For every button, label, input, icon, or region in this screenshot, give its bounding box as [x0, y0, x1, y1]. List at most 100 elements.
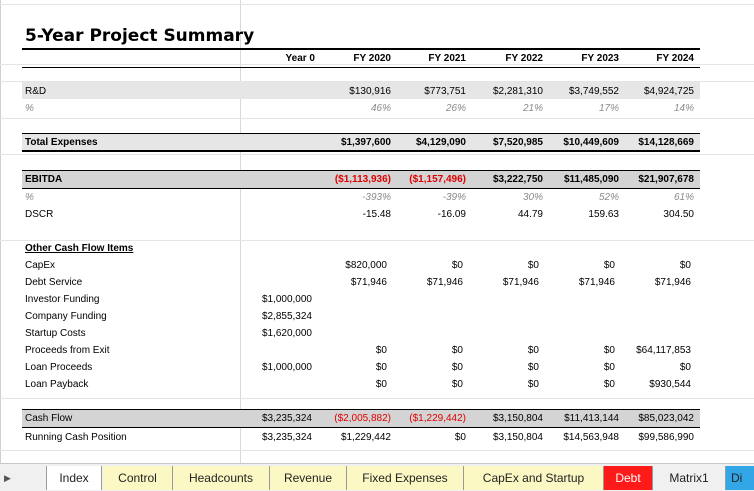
running-cash-value[interactable]: $0: [454, 432, 466, 443]
other-row-value[interactable]: $0: [451, 345, 463, 356]
total-expenses-label[interactable]: Total Expenses: [25, 137, 98, 148]
cashflow-value[interactable]: $11,413,144: [564, 413, 619, 424]
tab-matrix1[interactable]: Matrix1: [653, 466, 726, 490]
ebitda-value[interactable]: $11,485,090: [563, 174, 619, 185]
other-row-label[interactable]: Proceeds from Exit: [25, 345, 110, 356]
header-year0[interactable]: Year 0: [285, 53, 315, 64]
spreadsheet-grid[interactable]: 5-Year Project Summary Year 0 FY 2020 FY…: [0, 0, 754, 463]
header-fy2024[interactable]: FY 2024: [656, 53, 694, 64]
page-title[interactable]: 5-Year Project Summary: [25, 26, 255, 46]
other-row-value[interactable]: $0: [527, 345, 539, 356]
tab-revenue[interactable]: Revenue: [270, 466, 347, 490]
dscr-label[interactable]: DSCR: [25, 209, 54, 220]
ebitda-value[interactable]: $21,907,678: [638, 174, 694, 185]
other-row-value[interactable]: $71,946: [426, 277, 463, 288]
scroll-tabs-icon[interactable]: ▶: [4, 473, 11, 483]
other-row-label[interactable]: Debt Service: [25, 277, 83, 288]
dscr-value[interactable]: -15.48: [362, 209, 391, 220]
tab-index[interactable]: Index: [46, 466, 102, 490]
rnd-value[interactable]: $773,751: [424, 86, 466, 97]
rnd-pct-label[interactable]: %: [25, 103, 34, 114]
rnd-pct[interactable]: 17%: [598, 103, 619, 114]
ebitda-pct[interactable]: 30%: [522, 192, 543, 203]
other-row-value[interactable]: $0: [451, 379, 463, 390]
rnd-pct[interactable]: 26%: [445, 103, 466, 114]
other-row-value[interactable]: $0: [603, 362, 615, 373]
other-row-label[interactable]: Startup Costs: [25, 328, 86, 339]
other-row-value[interactable]: $1,620,000: [261, 328, 312, 339]
total-expenses-value[interactable]: $1,397,600: [340, 137, 391, 148]
running-cash-value[interactable]: $99,586,990: [638, 432, 694, 443]
other-row-value[interactable]: $0: [603, 260, 615, 271]
cashflow-label[interactable]: Cash Flow: [25, 413, 73, 424]
dscr-value[interactable]: 304.50: [663, 209, 694, 220]
tab-capex-and-startup[interactable]: CapEx and Startup: [464, 466, 604, 490]
other-row-value[interactable]: $0: [603, 345, 615, 356]
tab-di[interactable]: Di: [726, 466, 754, 490]
other-row-value[interactable]: $2,855,324: [261, 311, 312, 322]
dscr-value[interactable]: -16.09: [437, 209, 466, 220]
other-row-value[interactable]: $0: [527, 362, 539, 373]
other-row-value[interactable]: $0: [679, 362, 691, 373]
ebitda-pct[interactable]: 61%: [673, 192, 694, 203]
other-row-value[interactable]: $71,946: [578, 277, 615, 288]
total-expenses-value[interactable]: $4,129,090: [415, 137, 466, 148]
dscr-value[interactable]: 44.79: [517, 209, 543, 220]
header-fy2021[interactable]: FY 2021: [428, 53, 466, 64]
dscr-value[interactable]: 159.63: [588, 209, 619, 220]
rnd-value[interactable]: $4,924,725: [643, 86, 694, 97]
tab-headcounts[interactable]: Headcounts: [173, 466, 270, 490]
other-row-value[interactable]: $1,000,000: [261, 362, 312, 373]
rnd-pct[interactable]: 46%: [370, 103, 391, 114]
other-row-value[interactable]: $0: [375, 345, 387, 356]
header-fy2022[interactable]: FY 2022: [505, 53, 543, 64]
total-expenses-value[interactable]: $14,128,669: [638, 137, 694, 148]
other-row-label[interactable]: Loan Payback: [25, 379, 89, 390]
rnd-pct[interactable]: 21%: [522, 103, 543, 114]
other-row-value[interactable]: $820,000: [345, 260, 387, 271]
other-cashflow-heading[interactable]: Other Cash Flow Items: [25, 243, 134, 254]
cashflow-value[interactable]: $3,150,804: [492, 413, 543, 424]
running-cash-label[interactable]: Running Cash Position: [25, 432, 127, 443]
other-row-value[interactable]: $64,117,853: [636, 345, 691, 356]
ebitda-pct[interactable]: 52%: [598, 192, 619, 203]
running-cash-value[interactable]: $3,150,804: [492, 432, 543, 443]
running-cash-value[interactable]: $1,229,442: [340, 432, 391, 443]
other-row-value[interactable]: $1,000,000: [261, 294, 312, 305]
ebitda-pct-label[interactable]: %: [25, 192, 34, 203]
total-expenses-value[interactable]: $7,520,985: [492, 137, 543, 148]
ebitda-pct[interactable]: -39%: [442, 192, 466, 203]
other-row-value[interactable]: $930,544: [649, 379, 691, 390]
running-cash-value[interactable]: $3,235,324: [261, 432, 312, 443]
other-row-value[interactable]: $0: [679, 260, 691, 271]
cashflow-value[interactable]: $85,023,042: [638, 413, 694, 424]
other-row-label[interactable]: Company Funding: [25, 311, 107, 322]
other-row-value[interactable]: $71,946: [502, 277, 539, 288]
other-row-label[interactable]: Investor Funding: [25, 294, 100, 305]
tab-debt[interactable]: Debt: [604, 466, 653, 490]
total-expenses-value[interactable]: $10,449,609: [563, 137, 619, 148]
tab-control[interactable]: Control: [103, 466, 173, 490]
other-row-label[interactable]: Loan Proceeds: [25, 362, 93, 373]
other-row-value[interactable]: $0: [527, 379, 539, 390]
cashflow-value[interactable]: ($1,229,442): [409, 413, 466, 424]
other-row-value[interactable]: $71,946: [654, 277, 691, 288]
rnd-label[interactable]: R&D: [25, 86, 47, 97]
cashflow-value[interactable]: $3,235,324: [261, 413, 312, 424]
ebitda-pct[interactable]: -393%: [362, 192, 391, 203]
rnd-pct[interactable]: 14%: [673, 103, 694, 114]
rnd-value[interactable]: $3,749,552: [568, 86, 619, 97]
other-row-value[interactable]: $0: [603, 379, 615, 390]
ebitda-value[interactable]: ($1,157,496): [409, 174, 466, 185]
other-row-value[interactable]: $0: [451, 362, 463, 373]
other-row-value[interactable]: $0: [375, 362, 387, 373]
rnd-value[interactable]: $130,916: [349, 86, 391, 97]
running-cash-value[interactable]: $14,563,948: [563, 432, 619, 443]
ebitda-label[interactable]: EBITDA: [25, 174, 63, 185]
other-row-value[interactable]: $71,946: [350, 277, 387, 288]
header-fy2020[interactable]: FY 2020: [353, 53, 391, 64]
tab-fixed-expenses[interactable]: Fixed Expenses: [347, 466, 464, 490]
other-row-label[interactable]: CapEx: [25, 260, 56, 271]
ebitda-value[interactable]: ($1,113,936): [334, 174, 391, 185]
cashflow-value[interactable]: ($2,005,882): [334, 413, 391, 424]
